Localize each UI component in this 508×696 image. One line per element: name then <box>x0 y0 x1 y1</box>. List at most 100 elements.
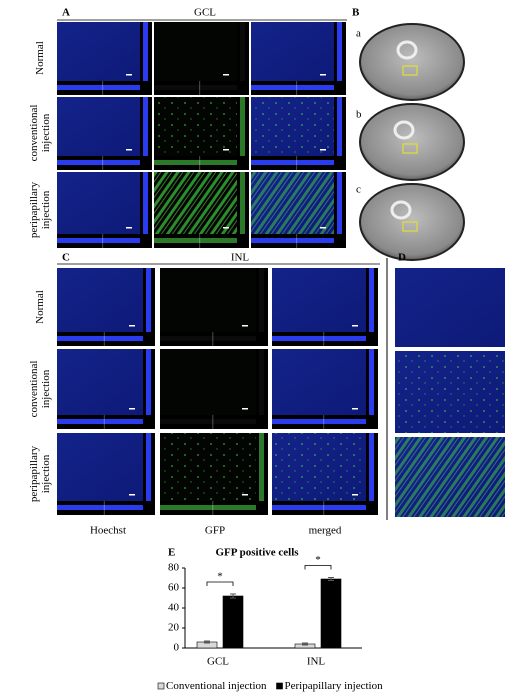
scale-bar <box>320 74 326 76</box>
scale-bar <box>129 408 135 410</box>
panel-label: E <box>168 547 175 559</box>
ortho-strip <box>337 172 342 234</box>
scale-bar <box>129 494 135 496</box>
gfp-signal <box>251 172 334 234</box>
micrograph <box>395 351 505 433</box>
gfp-signal <box>251 97 334 156</box>
optic-disc <box>396 40 418 60</box>
micrograph <box>395 437 505 517</box>
ortho-strip <box>146 268 151 332</box>
ortho-strip <box>143 172 148 234</box>
micrograph <box>57 349 155 429</box>
image-field <box>272 268 366 332</box>
significance-bracket <box>206 581 234 586</box>
ortho-strip <box>337 97 342 156</box>
ortho-strip <box>57 505 143 510</box>
scale-bar <box>223 227 229 229</box>
micrograph <box>57 268 155 346</box>
image-field <box>160 268 256 332</box>
image-field <box>57 22 140 81</box>
ortho-strip <box>57 336 143 341</box>
row-label: peripapillary injection <box>28 181 52 239</box>
ortho-strip <box>369 349 374 415</box>
row-label: Normal <box>34 41 46 75</box>
ortho-strip <box>143 97 148 156</box>
scale-bar <box>223 149 229 151</box>
ortho-strip <box>160 419 256 424</box>
ortho-strip <box>272 419 366 424</box>
micrograph <box>57 97 152 170</box>
legend-swatch <box>157 682 165 690</box>
subpanel-label: a <box>356 28 361 40</box>
roi-box <box>402 221 418 232</box>
ortho-strip <box>154 85 237 90</box>
scale-bar <box>242 325 248 327</box>
significance-bracket <box>304 565 332 570</box>
image-field <box>251 22 334 81</box>
optic-disc <box>390 200 412 220</box>
ortho-strip <box>154 238 237 243</box>
row-label: conventional injection <box>28 104 52 162</box>
ortho-strip <box>369 433 374 501</box>
legend-label: Peripapillary injection <box>285 680 384 692</box>
ortho-strip <box>57 85 140 90</box>
panel-label: D <box>398 252 406 264</box>
image-field <box>57 349 143 415</box>
panel-label: C <box>62 252 70 264</box>
ortho-strip <box>143 22 148 81</box>
gfp-signal <box>154 172 237 234</box>
ortho-strip <box>154 160 237 165</box>
micrograph <box>160 433 268 515</box>
ortho-strip <box>259 268 264 332</box>
x-tick-label: INL <box>307 656 326 668</box>
column-label: Hoechst <box>90 525 126 537</box>
significance-star: * <box>217 571 223 583</box>
micrograph <box>272 268 378 346</box>
panel-title: GCL <box>194 7 216 19</box>
ortho-strip <box>240 97 245 156</box>
image-field <box>57 97 140 156</box>
roi-box <box>402 143 418 154</box>
legend-swatch <box>276 682 283 690</box>
micrograph <box>272 349 378 429</box>
image-field <box>154 22 237 81</box>
panel-label: B <box>352 7 360 19</box>
ortho-strip <box>337 22 342 81</box>
micrograph <box>57 22 152 95</box>
ortho-strip <box>251 85 334 90</box>
error-bar <box>302 642 308 646</box>
ortho-strip <box>251 160 334 165</box>
micrograph <box>154 172 249 248</box>
gfp-signal <box>395 351 505 433</box>
bar-chart: 0 20 40 60 80 GCL * INL * Conventional injection P… <box>157 554 384 692</box>
micrograph <box>395 268 505 347</box>
x-tick-label: GCL <box>207 656 229 668</box>
gfp-signal <box>160 433 256 501</box>
y-tick-label: 20 <box>168 622 180 634</box>
scale-bar <box>352 494 358 496</box>
micrograph <box>251 22 346 95</box>
image-field <box>395 268 505 347</box>
error-bar <box>328 577 334 581</box>
scale-bar <box>320 227 326 229</box>
chart-title: GFP positive cells <box>215 547 299 559</box>
scale-bar <box>242 408 248 410</box>
bar <box>222 595 244 649</box>
micrograph <box>57 433 155 515</box>
scale-bar <box>126 74 132 76</box>
scale-bar <box>242 494 248 496</box>
scale-bar <box>352 325 358 327</box>
micrograph <box>154 97 249 170</box>
scale-bar <box>352 408 358 410</box>
ortho-strip <box>57 419 143 424</box>
image-field <box>57 172 140 234</box>
micrograph <box>160 268 268 346</box>
micrograph <box>272 433 378 515</box>
panel-title: INL <box>231 252 250 264</box>
optic-disc <box>393 120 415 140</box>
significance-star: * <box>315 554 321 566</box>
ortho-strip <box>146 349 151 415</box>
micrograph <box>57 172 152 248</box>
ortho-strip <box>259 349 264 415</box>
